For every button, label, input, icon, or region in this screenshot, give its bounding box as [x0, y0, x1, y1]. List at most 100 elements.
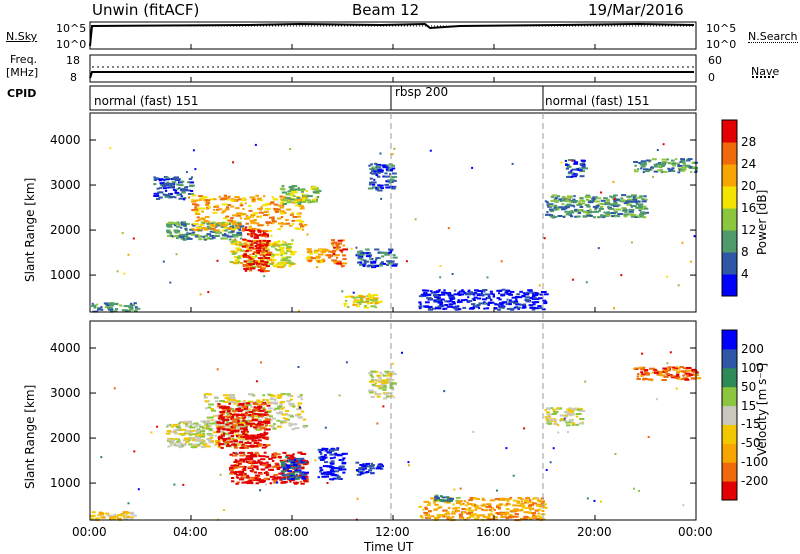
echo-cell [214, 439, 221, 442]
echo-cell [245, 215, 249, 218]
echo-cell [451, 510, 455, 513]
echo-cell [246, 436, 250, 439]
echo-cell [282, 202, 287, 205]
echo-cell [543, 293, 549, 296]
echo-cell [552, 413, 557, 415]
echo-cell [250, 482, 254, 485]
echo-cell [337, 239, 343, 242]
echo-cell [366, 298, 370, 301]
echo-cell [631, 205, 637, 207]
echo-cell [286, 208, 292, 211]
echo-cell [447, 227, 450, 230]
echo-cell [312, 198, 317, 201]
echo-cell [273, 395, 276, 398]
echo-cell [129, 307, 134, 310]
echo-cell [264, 257, 271, 259]
echo-cell [660, 171, 664, 174]
echo-cell [180, 221, 183, 224]
echo-cell [150, 431, 153, 434]
echo-cell [521, 508, 524, 511]
echo-cell [504, 291, 509, 294]
echo-cell [512, 474, 515, 477]
echo-cell [178, 184, 184, 187]
echo-cell [249, 470, 253, 473]
echo-cell [193, 422, 199, 425]
echo-cell [429, 149, 432, 152]
echo-cell [276, 419, 280, 422]
echo-cell [340, 251, 343, 254]
echo-cell [292, 201, 296, 204]
echo-cell [497, 308, 501, 311]
echo-cell [453, 307, 459, 310]
echo-cell [288, 422, 292, 425]
echo-cell [320, 449, 324, 452]
echo-cell [295, 473, 298, 476]
echo-cell [544, 506, 548, 509]
echo-cell [641, 200, 647, 203]
echo-cell [331, 259, 337, 262]
echo-cell [436, 513, 442, 516]
echo-cell [245, 222, 249, 225]
echo-cell [285, 247, 292, 250]
echo-cell [129, 304, 135, 307]
echo-cell [377, 189, 383, 192]
echo-cell [637, 168, 640, 171]
colorbar-swatch [722, 142, 737, 165]
echo-cell [116, 270, 119, 273]
echo-cell [259, 423, 264, 426]
echo-cell [374, 248, 380, 251]
echo-cell [175, 425, 181, 428]
echo-cell [258, 414, 262, 417]
echo-cell [256, 260, 262, 263]
echo-cell [531, 301, 537, 304]
echo-cell [583, 211, 589, 214]
echo-cell [281, 256, 286, 259]
echo-cell [440, 298, 445, 301]
echo-cell [245, 422, 251, 425]
echo-cell [206, 233, 212, 236]
echo-cell [505, 508, 510, 511]
echo-cell [581, 165, 586, 168]
echo-cell [216, 208, 220, 211]
echo-cell [620, 274, 623, 277]
echo-cell [257, 257, 264, 260]
echo-cell [266, 414, 270, 417]
echo-cell [240, 199, 246, 202]
echo-cell [255, 247, 262, 250]
echo-cell [218, 195, 221, 198]
echo-cell [229, 466, 234, 469]
echo-cell [166, 229, 170, 232]
echo-cell [221, 211, 225, 214]
echo-cell [488, 301, 495, 304]
echo-cell [204, 393, 209, 396]
echo-cell [292, 216, 299, 218]
echo-cell [644, 207, 649, 210]
colorbar-tick-label: 100 [741, 360, 764, 375]
echo-cell [305, 190, 309, 193]
echo-cell [444, 513, 448, 515]
echo-cell [251, 256, 254, 259]
echo-cell [286, 474, 290, 477]
colorbar-swatch [722, 230, 737, 253]
echo-cell [371, 266, 377, 269]
echo-cell [217, 428, 220, 431]
echo-cell [578, 209, 582, 212]
echo-cell [423, 292, 428, 295]
xtick-label: 20:00 [577, 525, 612, 539]
echo-cell [462, 306, 467, 309]
echo-cell [230, 217, 234, 220]
echo-cell [321, 457, 326, 460]
echo-cell [206, 427, 213, 430]
echo-cell [200, 207, 206, 210]
echo-cell [286, 245, 292, 248]
echo-cell [286, 250, 291, 252]
echo-cell [265, 253, 272, 256]
echo-cell [270, 395, 274, 398]
echo-cell [194, 235, 198, 238]
echo-cell [289, 480, 292, 483]
echo-cell [676, 373, 680, 376]
echo-cell [368, 389, 374, 392]
echo-cell [225, 206, 230, 209]
echo-cell [377, 379, 382, 382]
echo-cell [260, 434, 266, 436]
